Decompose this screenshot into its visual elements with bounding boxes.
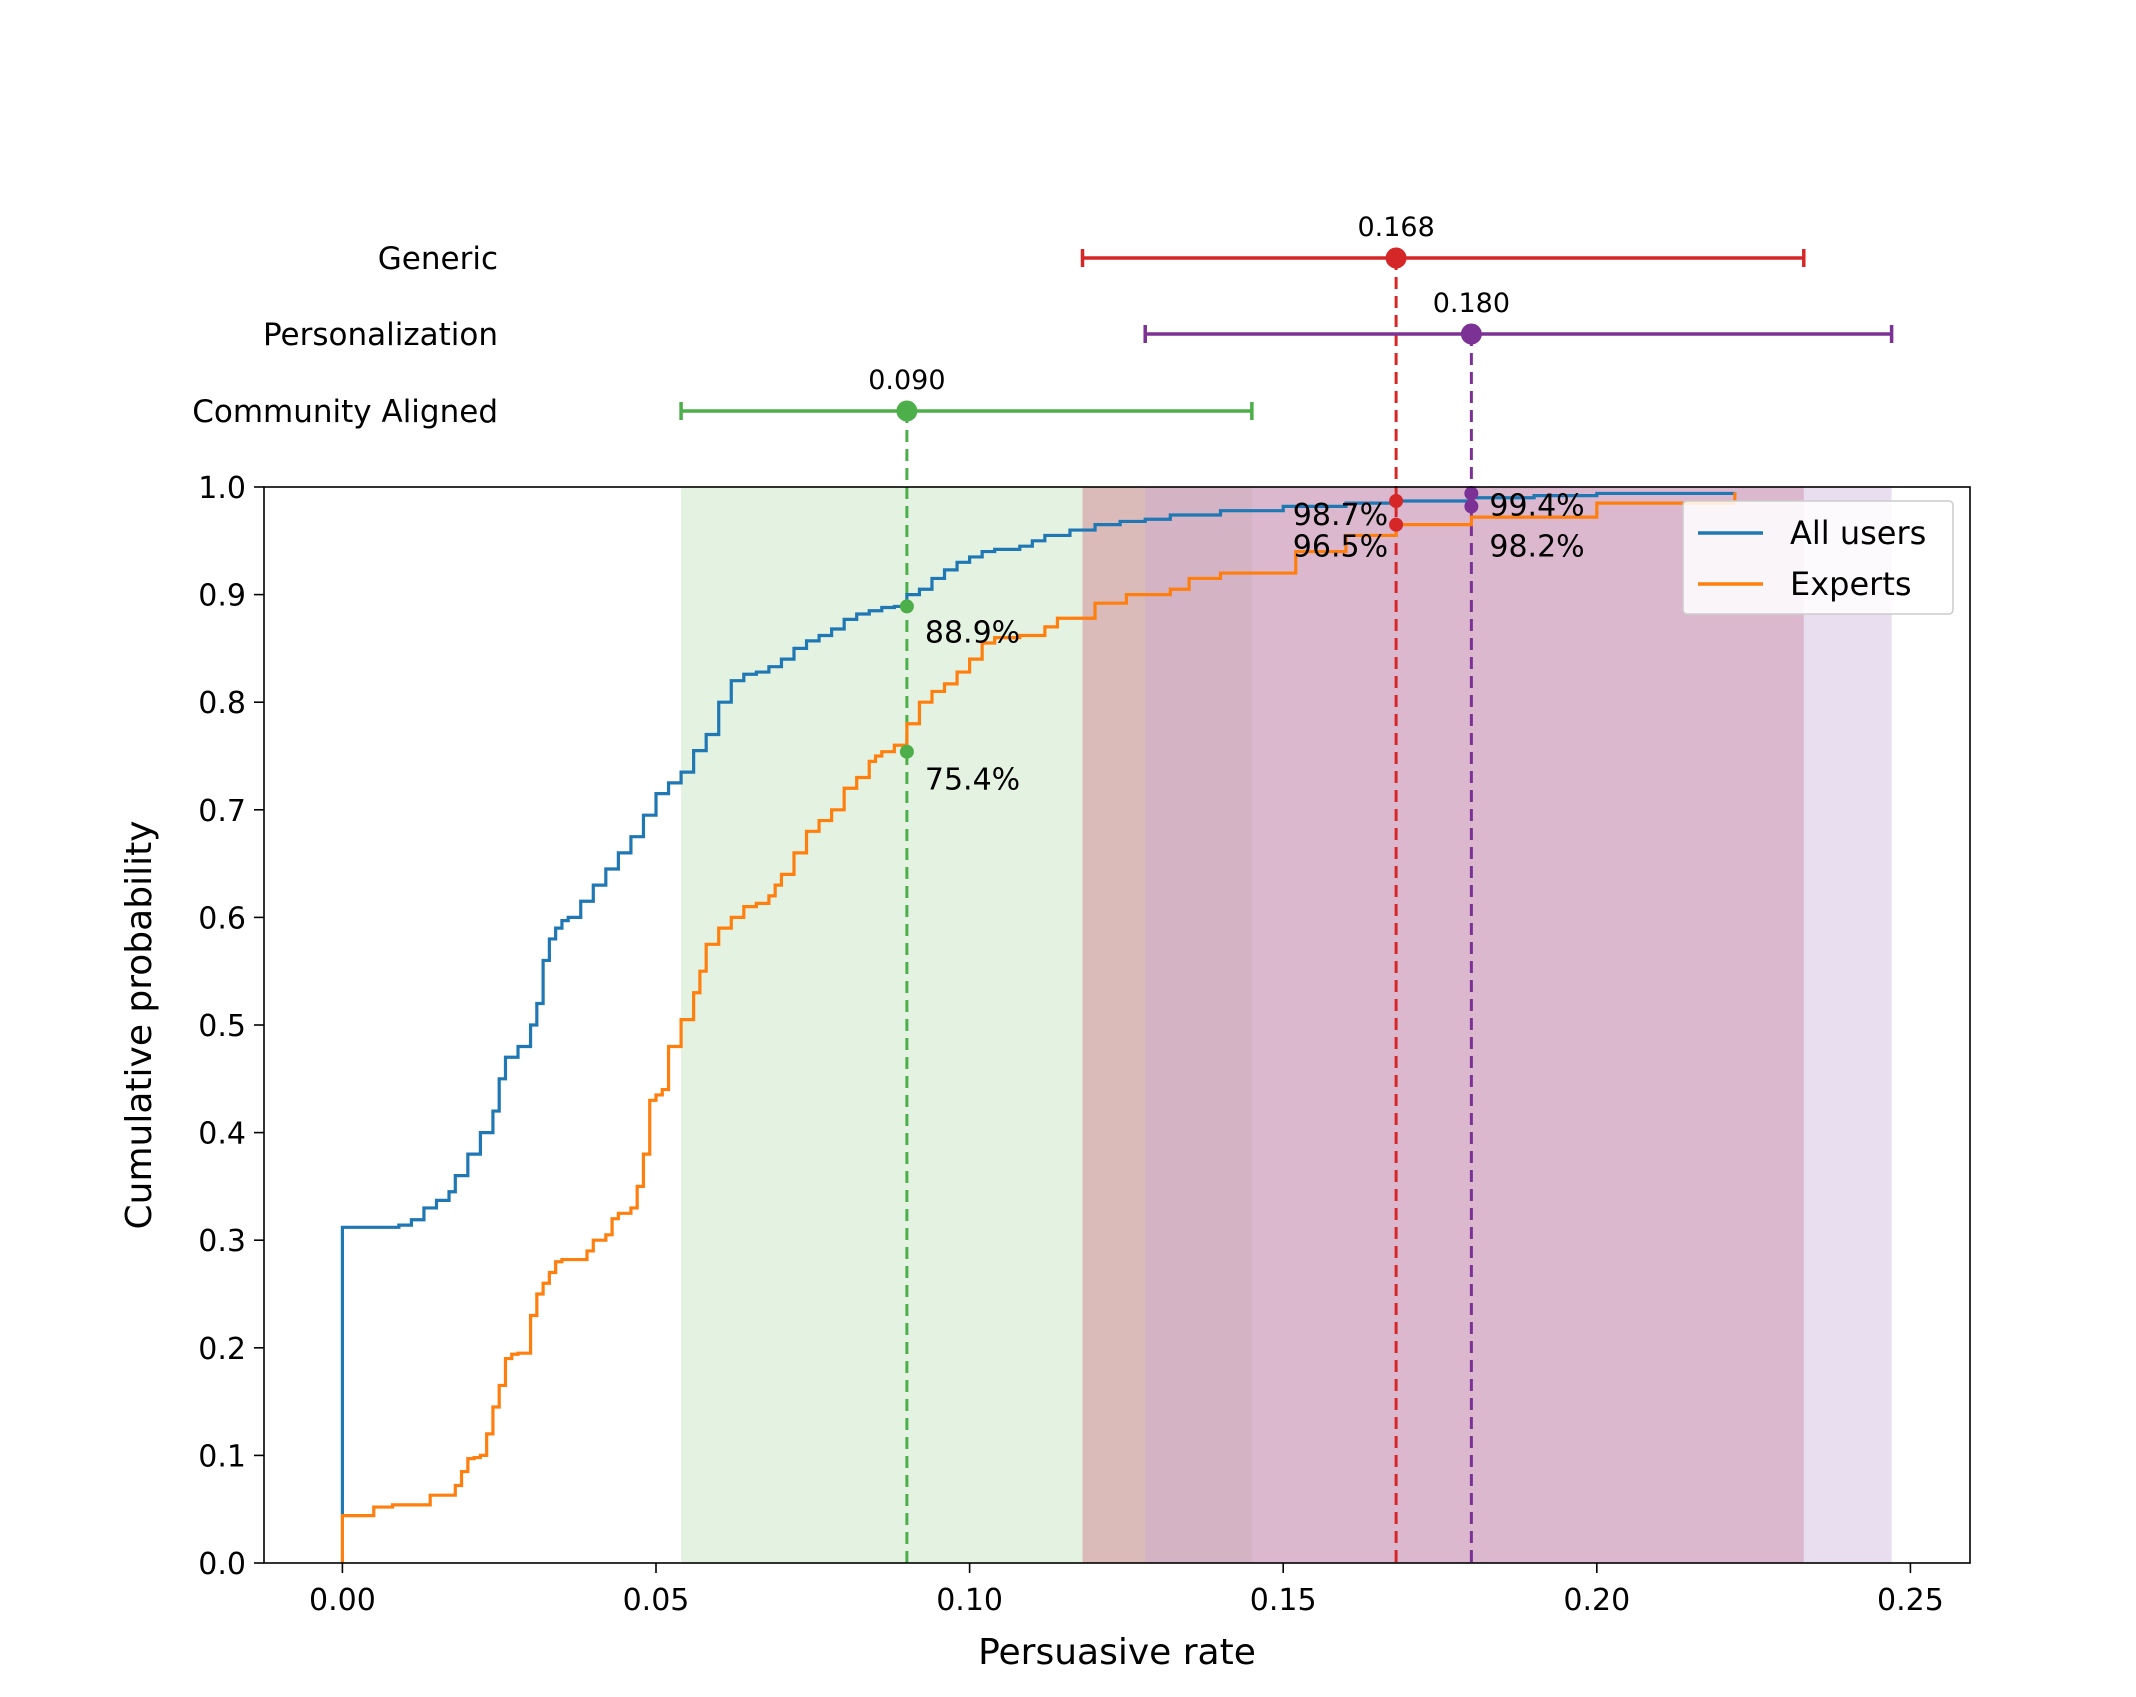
condition-error-bars: 0.168 Generic 0.180 Personalization 0.090 Com… xyxy=(192,212,1894,430)
ci-region-generic xyxy=(1082,487,1804,1563)
pct-all-users-generic: 98.7% xyxy=(1293,498,1388,533)
pct-experts-generic: 96.5% xyxy=(1293,530,1388,565)
y-axis-ticks: 0.0 0.1 0.2 0.3 0.4 0.5 0.6 0.7 0.8 0.9 1.0 xyxy=(198,471,264,1582)
condition-label-personalization: Personalization xyxy=(263,317,498,353)
cdf-line-all-users xyxy=(340,491,1737,1515)
ci-region-personalization xyxy=(1145,487,1892,1563)
x-tick-label: 0.25 xyxy=(1877,1583,1944,1618)
marker-experts-generic xyxy=(1389,517,1404,532)
pct-all-users-community-aligned: 88.9% xyxy=(925,615,1020,650)
x-axis-label: Persuasive rate xyxy=(978,1632,1256,1673)
legend: All users Experts xyxy=(1682,500,1954,615)
x-tick-label: 0.15 xyxy=(1250,1583,1317,1618)
y-tick-label: 0.8 xyxy=(198,686,246,721)
y-axis-label: Cumulative probability xyxy=(119,821,160,1230)
mean-value-personalization: 0.180 xyxy=(1433,288,1510,319)
legend-label-experts: Experts xyxy=(1790,565,1912,603)
y-tick-label: 0.0 xyxy=(198,1547,246,1582)
marker-all-users-generic xyxy=(1389,493,1404,508)
y-tick-label: 0.4 xyxy=(198,1117,246,1152)
pct-experts-personalization: 98.2% xyxy=(1489,529,1584,564)
x-axis-ticks: 0.00 0.05 0.10 0.15 0.20 0.25 xyxy=(309,1563,1944,1618)
ci-shaded-regions xyxy=(681,487,1892,1563)
error-bar-community-aligned: 0.090 Community Aligned xyxy=(192,365,1254,430)
cdf-curves xyxy=(340,491,1737,1563)
condition-label-community-aligned: Community Aligned xyxy=(192,394,498,430)
cdf-line-experts xyxy=(340,492,1737,1563)
percentage-annotations: 98.7%96.5% 99.4% 98.2% 88.9% 75.4% xyxy=(925,488,1585,797)
marker-experts-personalization xyxy=(1464,499,1479,514)
x-tick-label: 0.20 xyxy=(1563,1583,1630,1618)
mean-value-community-aligned: 0.090 xyxy=(868,365,945,396)
y-tick-label: 0.9 xyxy=(198,579,246,614)
marker-all-users-community-aligned xyxy=(899,599,914,614)
mean-marker-community-aligned xyxy=(896,400,918,422)
y-tick-label: 1.0 xyxy=(198,471,246,506)
mean-marker-generic xyxy=(1385,247,1407,269)
y-tick-label: 0.5 xyxy=(198,1009,246,1044)
intersection-markers xyxy=(899,486,1479,759)
mean-marker-personalization xyxy=(1460,323,1482,345)
y-tick-label: 0.1 xyxy=(198,1439,246,1474)
pct-all-users-personalization: 99.4% xyxy=(1489,488,1584,523)
marker-all-users-personalization xyxy=(1464,486,1479,501)
error-bar-personalization: 0.180 Personalization xyxy=(263,288,1894,353)
y-tick-label: 0.3 xyxy=(198,1224,246,1259)
y-tick-label: 0.6 xyxy=(198,901,246,936)
marker-experts-community-aligned xyxy=(899,744,914,759)
mean-value-generic: 0.168 xyxy=(1357,212,1434,243)
y-tick-label: 0.7 xyxy=(198,794,246,829)
x-tick-label: 0.10 xyxy=(936,1583,1003,1618)
condition-label-generic: Generic xyxy=(378,241,498,277)
error-bar-generic: 0.168 Generic xyxy=(378,212,1806,277)
legend-label-all-users: All users xyxy=(1790,514,1926,552)
x-tick-label: 0.00 xyxy=(309,1583,376,1618)
y-tick-label: 0.2 xyxy=(198,1332,246,1367)
pct-experts-community-aligned: 75.4% xyxy=(925,763,1020,798)
x-tick-label: 0.05 xyxy=(623,1583,690,1618)
